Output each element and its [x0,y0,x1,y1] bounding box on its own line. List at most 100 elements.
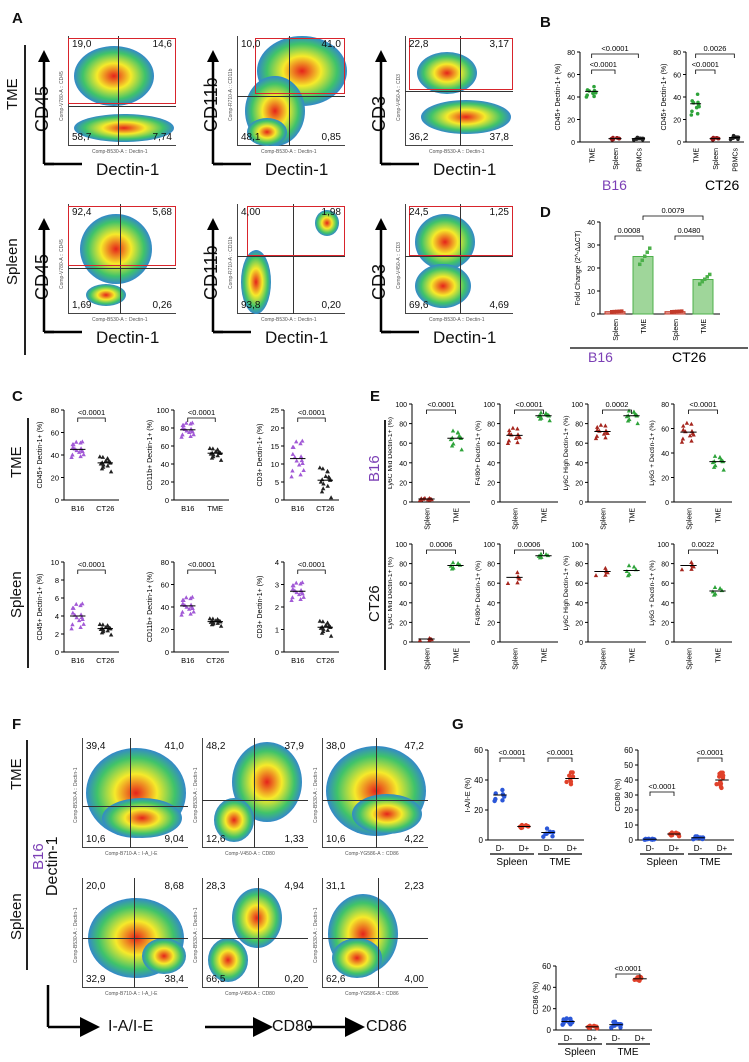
x-tick-label: TME [716,508,723,523]
panel-f-ylabel: Dectin-1 [44,836,61,896]
data-point [718,457,724,462]
data-point [547,829,553,835]
data-point [298,454,304,459]
panel-e-row-b16: B16 [366,455,383,482]
data-point [80,616,85,621]
data-point [626,563,632,568]
data-point [188,421,193,426]
data-point [108,469,114,474]
data-point [455,561,461,566]
y-tick-label: 40 [673,95,681,102]
quadrant-value-ul: 24,5 [409,207,429,218]
quadrant-line-vertical [120,204,121,314]
y-tick-label: 40 [161,603,169,612]
data-point [215,620,220,625]
panel-e-ct26-plot: 0 20 40 60 80 100 Ly6C Mid Dectin-1+ (%) Spleen… [388,540,470,670]
y-tick-label: 100 [483,402,495,409]
panel-f-flow-plot: 48,2 37,9 12,6 1,33 Comp-V450-A :: CD80 Comp-… [193,738,308,857]
quadrant-value-lr: 0,85 [321,132,341,143]
panel-a-xlabel: Dectin-1 [433,328,497,347]
y-tick-label: 20 [161,626,169,635]
quadrant-value-ul: 19,0 [72,39,92,50]
data-point [298,472,303,477]
quadrant-line-horizontal [405,91,513,92]
y-tick-label: 8 [55,576,59,585]
flow-x-parameter: Comp-V450-A :: CD80 [225,851,275,857]
y-tick-label: 80 [567,50,575,57]
quadrant-line-horizontal [82,938,188,939]
significance-bracket [77,417,106,422]
flow-axes [237,204,345,314]
panel-c-row-divider [27,418,29,668]
data-point [211,620,216,625]
data-point [700,279,704,284]
data-point [325,483,330,488]
x-tick-label: TME [694,148,701,163]
quadrant-line-horizontal [237,96,345,97]
quadrant-value-ur: 2,23 [404,881,424,892]
quadrant-value-ll: 12,6 [206,834,226,845]
y-axis-label: Ly6G + Dectin-1+ (%) [649,420,656,485]
panel-e-letter: E [370,388,381,405]
y-tick-label: 20 [542,1005,551,1014]
panel-g-cd80-plot: 0 10 20 30 40 50 60 CD80 (%) D- D+ D- D+ <0.0001 <0.0… [613,746,734,853]
significance-bracket [514,409,544,414]
panel-c-row-tme: TME [8,446,25,478]
panel-f-axis-arrows [46,985,365,1037]
y-tick-label: 20 [474,806,483,815]
y-tick-label: 10 [587,289,595,296]
data-point [78,454,83,459]
flow-x-parameter: Comp-YG586-A :: CD86 [345,851,399,857]
y-tick-label: 20 [661,476,669,483]
data-point [179,434,184,439]
flow-population [232,888,282,948]
significance-bracket [649,791,675,796]
y-tick-label: 100 [483,542,495,549]
panel-a-xlabel: Dectin-1 [96,328,160,347]
data-point [500,798,505,803]
data-point [106,459,111,464]
y-tick-label: 6 [55,594,59,603]
panel-f-row-tme: TME [8,758,25,790]
y-tick-label: 0 [571,140,575,147]
panel-a-flow-plot: 92,4 5,68 1,69 0,26 Comp-B530-A :: Dectin-1 C… [59,204,176,323]
data-point [717,586,723,591]
flow-population [102,798,182,838]
bar [692,279,714,315]
data-point [515,426,520,431]
quadrant-value-ul: 22,8 [409,39,429,50]
p-value-label: <0.0001 [601,44,628,53]
panel-e-row-divider [384,420,386,670]
flow-population [332,938,382,978]
data-point [103,458,108,463]
flow-x-parameter: Comp-V450-A :: CD80 [225,991,275,997]
p-value-label: <0.0001 [188,560,215,569]
data-point [695,92,700,97]
y-tick-label: 0 [665,640,669,647]
x-tick-label: TME [701,319,708,334]
x-tick-label: PBMCs [636,148,643,172]
y-tick-label: 60 [661,581,669,588]
quadrant-value-lr: 7,74 [152,132,172,143]
quadrant-value-ur: 1,25 [489,207,509,218]
panel-a-x-arrow [381,330,419,334]
flow-y-parameter: Comp-B530-A :: Dectin-1 [73,907,79,963]
y-tick-label: 0 [403,500,407,507]
y-tick-label: 80 [399,422,407,429]
data-point [181,423,186,428]
quadrant-line-vertical [134,878,135,988]
data-point [675,309,679,314]
y-tick-label: 60 [474,746,483,755]
data-point [77,618,82,623]
data-point [79,447,85,452]
significance-bracket [187,417,216,422]
p-value-label: 0.0480 [678,226,701,235]
data-point [594,433,600,438]
panel-a-flow-plot: 10,0 41,0 48,1 0,85 Comp-B530-A :: Dectin-1 C… [228,36,347,155]
data-point [712,453,718,458]
y-tick-label: 0 [55,496,59,505]
data-point [103,624,108,629]
data-point [501,793,506,798]
panel-c-letter: C [12,388,23,405]
significance-bracket [615,973,641,978]
